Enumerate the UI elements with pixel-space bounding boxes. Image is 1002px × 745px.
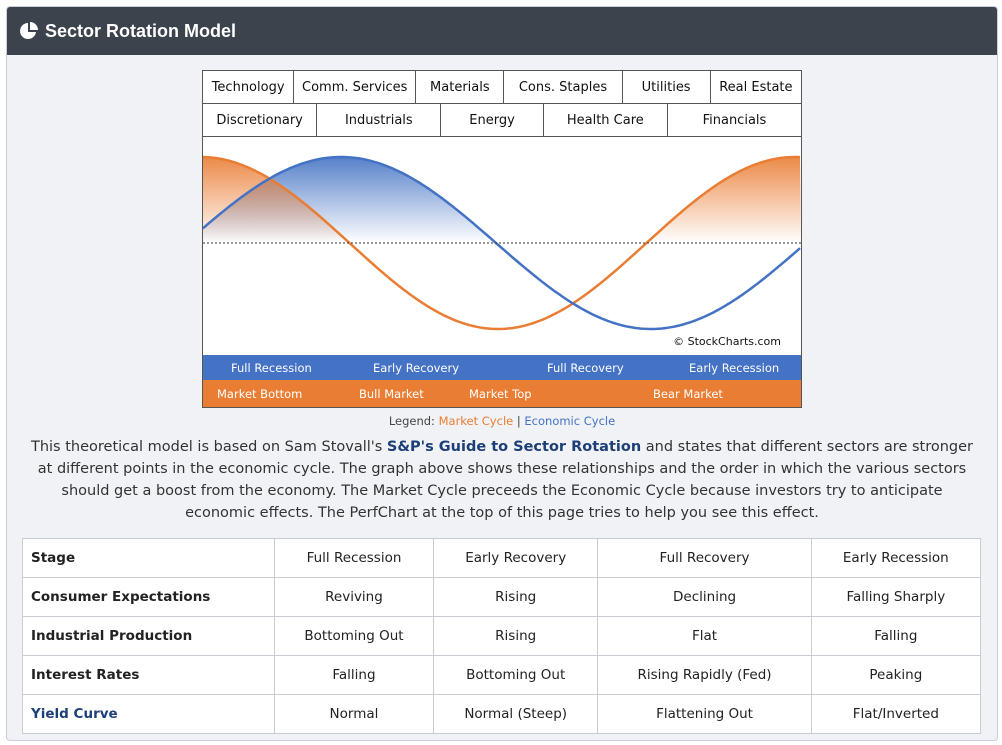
sector-label: Cons. Staples (504, 71, 623, 103)
table-cell: Falling Sharply (810, 577, 982, 617)
sector-label: Health Care (544, 104, 668, 136)
sector-label: Industrials (317, 104, 442, 136)
economic-stage: Full Recovery (547, 361, 624, 375)
sector-label: Financials (702, 112, 767, 128)
description: This theoretical model is based on Sam S… (27, 436, 977, 524)
table-row: Stage Full Recession Early Recovery Full Re… (22, 538, 982, 578)
table-cell: Declining (597, 577, 812, 617)
table-row: Yield Curve Normal Normal (Steep) Flattenin… (22, 694, 982, 734)
table-cell: Normal (274, 694, 434, 734)
sector-rotation-panel: Sector Rotation Model Technology Comm. Se… (6, 6, 998, 741)
row-header: Industrial Production (22, 616, 275, 656)
table-row: Interest Rates Falling Bottoming Out Rising… (22, 655, 982, 695)
table-cell: Peaking (810, 655, 982, 695)
sector-label: Real Estate (719, 79, 793, 95)
legend-separator: | (516, 414, 521, 428)
table-cell: Normal (Steep) (432, 694, 599, 734)
economic-stage: Early Recession (689, 361, 780, 375)
economic-stage: Early Recovery (373, 361, 460, 375)
market-stage: Bull Market (359, 387, 424, 401)
stage-table: Stage Full Recession Early Recovery Full Re… (22, 538, 982, 734)
table-cell: Bottoming Out (274, 616, 434, 656)
legend-market-cycle: Market Cycle (438, 414, 514, 428)
sector-label: Discretionary (203, 104, 318, 136)
table-cell: Full Recession (274, 538, 434, 578)
sector-rotation-diagram: Technology Comm. Services Materials Cons. S… (202, 70, 802, 408)
table-cell: Flattening Out (597, 694, 812, 734)
row-header: Stage (22, 538, 275, 578)
description-text: This theoretical model is based on Sam S… (30, 439, 387, 455)
panel-header: Sector Rotation Model (7, 7, 997, 55)
pie-chart-icon (20, 22, 38, 39)
table-cell: Rising (432, 577, 599, 617)
table-cell: Flat (597, 616, 812, 656)
row-header: Interest Rates (22, 655, 275, 695)
sector-label: Utilities (623, 71, 711, 103)
economic-cycle-curve-fill (203, 157, 801, 243)
sector-label: Comm. Services (294, 71, 417, 103)
market-cycle-curve-fill (203, 157, 801, 243)
copyright: © StockCharts.com (673, 335, 781, 348)
table-cell: Reviving (274, 577, 434, 617)
economic-stage: Full Recession (231, 361, 312, 375)
row-header[interactable]: Yield Curve (22, 694, 275, 734)
table-cell: Full Recovery (597, 538, 812, 578)
legend: Legend: Market Cycle | Economic Cycle (7, 414, 997, 428)
sector-row-1: Technology Comm. Services Materials Cons. S… (203, 71, 801, 104)
sector-label: Materials (416, 71, 505, 103)
table-row: Consumer Expectations Reviving Rising Decli… (22, 577, 982, 617)
market-cycle-curve (203, 155, 801, 331)
sector-label: Energy (441, 104, 544, 136)
market-stage: Market Top (469, 387, 532, 401)
table-cell: Early Recovery (432, 538, 599, 578)
economic-cycle-band: Full Recession Early Recovery Full Recover… (203, 355, 801, 380)
market-stage: Market Bottom (217, 387, 303, 401)
description-text-2: and states that different sectors are st… (37, 439, 974, 521)
legend-economic-cycle: Economic Cycle (524, 414, 616, 428)
table-cell: Early Recession (810, 538, 982, 578)
table-cell: Falling (274, 655, 434, 695)
market-stage: Bear Market (653, 387, 723, 401)
table-cell: Bottoming Out (432, 655, 599, 695)
table-cell: Rising (432, 616, 599, 656)
economic-cycle-curve (203, 155, 801, 331)
table-cell: Falling (810, 616, 982, 656)
row-header: Consumer Expectations (22, 577, 275, 617)
sector-label: Technology (203, 71, 295, 103)
table-row: Industrial Production Bottoming Out Rising… (22, 616, 982, 656)
legend-label: Legend: (388, 414, 435, 428)
panel-title: Sector Rotation Model (45, 20, 237, 41)
table-cell: Rising Rapidly (Fed) (597, 655, 812, 695)
guide-link[interactable]: S&P's Guide to Sector Rotation (386, 439, 642, 455)
market-cycle-band: Market Bottom Bull Market Market Top Bear M… (203, 380, 801, 407)
table-cell: Flat/Inverted (810, 694, 982, 734)
sector-row-2: Discretionary Industrials Energy Health Car… (203, 104, 801, 137)
cycle-curves (203, 155, 801, 331)
